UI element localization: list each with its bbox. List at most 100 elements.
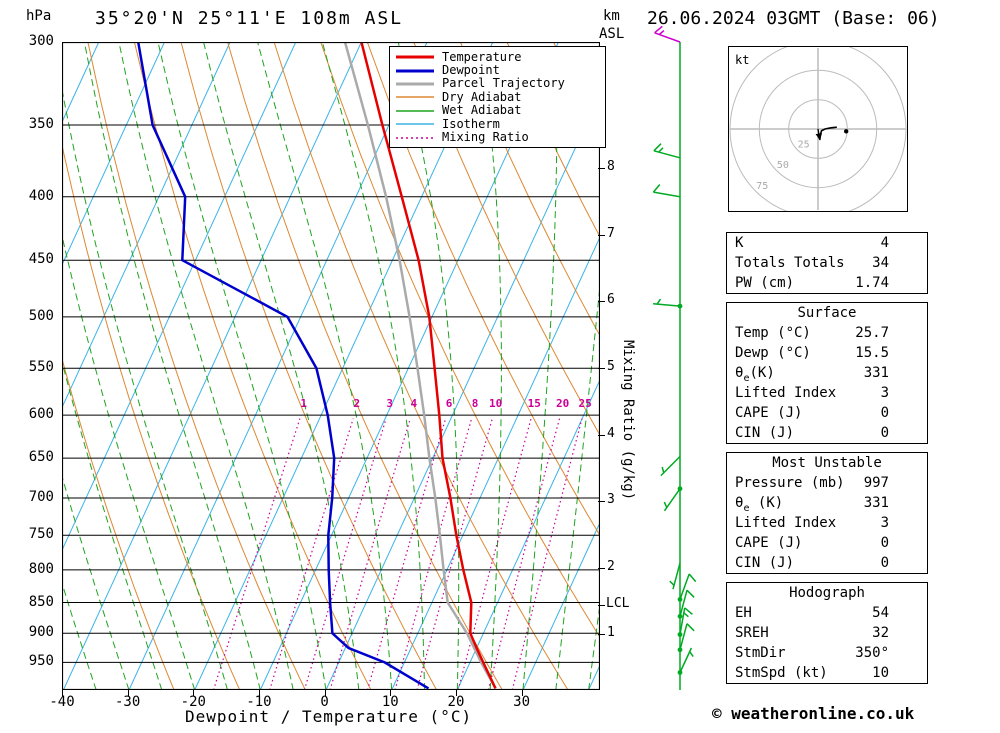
wind-barb-half (669, 580, 675, 586)
dry-adiabat-line (459, 42, 600, 337)
stat-value: 1.74 (855, 275, 889, 291)
wind-barb-shaft (654, 32, 681, 43)
mixing-ratio-value-label: 4 (410, 397, 417, 410)
legend-item: Temperature (395, 49, 605, 64)
stat-label: θe (K) (735, 495, 784, 514)
pressure-tick-label: 700 (28, 489, 54, 506)
wind-barb-full (653, 143, 662, 152)
pressure-tick-label: 300 (28, 33, 54, 49)
legend-label: Parcel Trajectory (442, 76, 565, 91)
panel-section: K 4 Totals Totals 34 PW (cm) 1.74 (726, 232, 928, 294)
stat-label: SREH (735, 625, 769, 641)
stat-value: 15.5 (855, 345, 889, 361)
isotherm-line (391, 235, 600, 690)
wind-barb-shaft (679, 607, 686, 635)
isotherm-line (259, 42, 559, 690)
stat-label: θe(K) (735, 365, 775, 384)
mixing-ratio-line (487, 418, 561, 690)
indices-panel: K 4 Totals Totals 34 PW (cm) 1.74 Surface Temp … (726, 232, 928, 692)
dry-adiabat-line (62, 356, 175, 690)
wet-adiabat-line (118, 42, 294, 690)
panel-section: Surface Temp (°C) 25.7 Dewp (°C) 15.5 θe(K) 33… (726, 302, 928, 444)
km-tick-label: 7 (607, 225, 615, 241)
pressure-tick-label: 400 (28, 187, 54, 204)
stat-row: Pressure (mb) 997 (727, 473, 927, 493)
stat-row: CIN (J) 0 (727, 553, 927, 573)
wind-barb-half (689, 651, 694, 658)
stat-row: StmDir 350° (727, 643, 927, 663)
dewpoint-line (136, 42, 430, 690)
copyright-link[interactable]: © weatheronline.co.uk (712, 704, 915, 723)
mixing-ratio-value-label: 15 (528, 397, 541, 410)
dry-adiabat-line (133, 42, 372, 690)
temperature-axis-label: Dewpoint / Temperature (°C) (185, 707, 473, 726)
mixing-ratio-line (269, 418, 354, 690)
pressure-tick-label: 600 (28, 406, 54, 423)
km-tick-label: 4 (607, 425, 615, 441)
wind-barb-shaft (660, 455, 681, 477)
stat-row: CAPE (J) 0 (727, 403, 927, 423)
stat-label: Dewp (°C) (735, 345, 811, 361)
stat-label: CAPE (J) (735, 535, 803, 551)
km-tick-label: 8 (607, 159, 615, 175)
wind-barb-shaft (679, 623, 688, 650)
stat-label: StmDir (735, 645, 786, 661)
stat-row: CAPE (J) 0 (727, 533, 927, 553)
stat-value: 32 (872, 625, 889, 641)
stat-value: 3 (880, 515, 889, 531)
legend-swatch (396, 123, 434, 125)
km-tick-label: 2 (607, 558, 615, 574)
mixing-ratio-value-label: 1 (300, 397, 307, 410)
km-tick-label: 6 (607, 292, 615, 308)
isotherm-line (325, 93, 600, 690)
legend-item: Dry Adiabat (395, 89, 605, 104)
hodograph-ring (729, 46, 907, 212)
legend-swatch (396, 110, 434, 112)
temperature-line (360, 42, 497, 689)
hodograph-ring-label: 75 (756, 181, 768, 192)
legend-swatch (396, 136, 434, 139)
stat-label: CIN (J) (735, 425, 795, 441)
stat-label: Lifted Index (735, 515, 837, 531)
wind-barb-shaft (672, 562, 681, 590)
panel-section: Hodograph EH 54 SREH 32 StmDir 350° StmSpd (kt)… (726, 582, 928, 684)
isotherm-line (522, 521, 600, 690)
temp-tick (62, 690, 63, 696)
stat-row: SREH 32 (727, 623, 927, 643)
stat-label: Totals Totals (735, 255, 845, 271)
lcl-label: LCL (606, 596, 630, 612)
wind-level-dot (677, 670, 683, 675)
stat-value: 0 (880, 405, 889, 421)
mixing-ratio-value-label: 8 (472, 397, 479, 410)
stat-value: 350° (855, 645, 889, 661)
hodograph-top-wind-point (844, 129, 849, 134)
mixing-ratio-value-label: 25 (578, 397, 591, 410)
pressure-unit-label: hPa (26, 8, 52, 24)
wind-barb-shaft (653, 150, 681, 159)
stat-row: EH 54 (727, 603, 927, 623)
wind-level-dot (677, 632, 683, 637)
mixing-ratio-value-label: 3 (386, 397, 393, 410)
pressure-tick-label: 900 (28, 624, 54, 641)
mixing-ratio-value-label: 10 (489, 397, 502, 410)
isotherm-line (62, 42, 362, 690)
legend-item: Mixing Ratio (395, 130, 605, 144)
panel-section-title: Hodograph (789, 585, 865, 601)
hodograph-ring-label: 50 (777, 160, 789, 171)
isotherm-line (62, 42, 297, 552)
wet-adiabat-line (203, 42, 360, 690)
stat-row: θe(K) 331 (727, 363, 927, 384)
pressure-tick-label: 750 (28, 526, 54, 543)
mixing-ratio-line (212, 418, 301, 690)
stat-value: 0 (880, 535, 889, 551)
chart-legend: Temperature Dewpoint Parcel Trajectory Dry … (389, 46, 606, 148)
legend-label: Dry Adiabat (442, 89, 522, 104)
panel-section-title: Most Unstable (772, 455, 882, 471)
wind-barb-shaft (679, 573, 690, 600)
legend-label: Temperature (442, 49, 522, 64)
stat-label: K (735, 235, 744, 251)
panel-section-title: Surface (797, 305, 857, 321)
stat-value: 0 (880, 425, 889, 441)
